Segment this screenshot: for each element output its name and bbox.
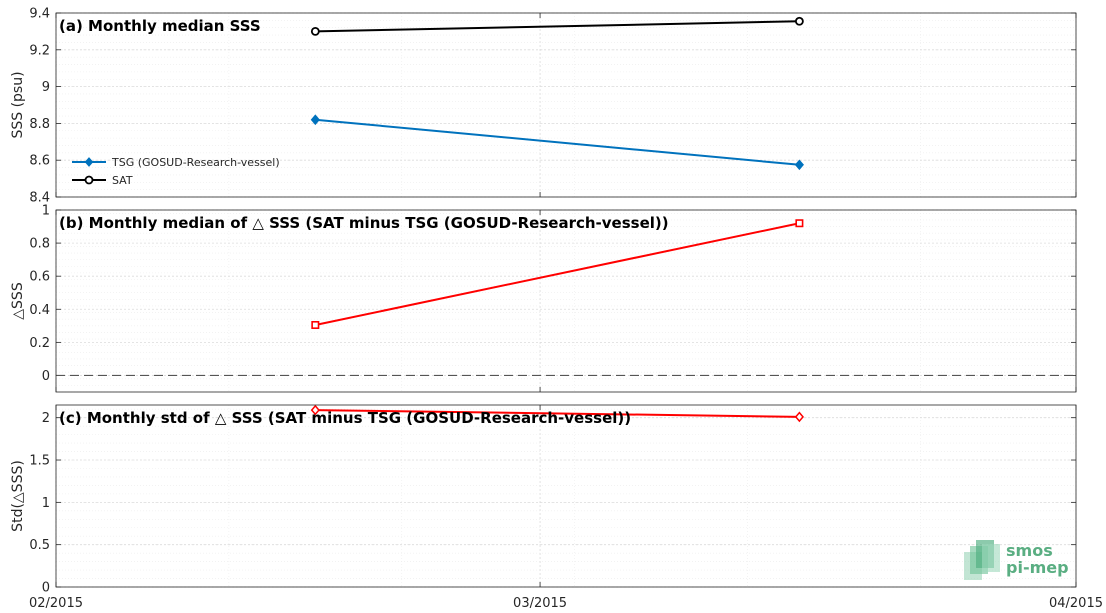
- series-line: [315, 222, 800, 326]
- y-tick-label: 1.5: [29, 454, 50, 469]
- y-tick-label: 0.8: [29, 237, 50, 252]
- x-tick-label: 04/2015: [1049, 596, 1103, 611]
- y-tick-label: 9: [42, 80, 50, 95]
- y-tick-label: 1: [42, 496, 50, 511]
- series-group: [315, 409, 800, 418]
- legend-label: SAT: [112, 174, 133, 187]
- y-tick-label: 0.6: [29, 270, 50, 285]
- logo-mark-icon: [964, 540, 1000, 580]
- y-axis-label: Std(△SSS): [10, 460, 26, 532]
- series-group: [315, 222, 800, 326]
- plot-frame: [55, 209, 1077, 393]
- x-tick-label: 03/2015: [513, 596, 567, 611]
- y-tick-label: 0.5: [29, 538, 50, 553]
- logo-text-line2: pi-mep: [1006, 558, 1069, 577]
- y-axis-label: SSS (psu): [10, 71, 26, 138]
- data-point: [794, 411, 804, 423]
- series-group: [315, 20, 800, 166]
- y-tick-label: 9.4: [29, 7, 50, 22]
- plot-frame: [55, 12, 1077, 198]
- plot-frame: [55, 404, 1077, 588]
- panel-title: (a) Monthly median SSS: [59, 17, 261, 35]
- x-tick-label: 02/2015: [29, 596, 83, 611]
- y-tick-label: 0: [42, 369, 50, 384]
- data-point: [794, 159, 804, 171]
- panel-title: (c) Monthly std of △ SSS (SAT minus TSG …: [59, 409, 631, 427]
- logo-text-line1: smos: [1006, 541, 1053, 560]
- series-line: [315, 20, 800, 33]
- legend-marker: [84, 175, 94, 185]
- legend: TSG (GOSUD-Research-vessel) SAT: [72, 156, 280, 187]
- data-point: [310, 404, 320, 416]
- series-line: [315, 118, 800, 166]
- y-tick-label: 8.8: [29, 117, 50, 132]
- data-point: [310, 26, 320, 36]
- y-tick-label: 1: [42, 204, 50, 219]
- y-tick-label: 0.2: [29, 336, 50, 351]
- y-tick-label: 9.2: [29, 43, 50, 58]
- panel-2: 0 0.2 0.4 0.6 0.8 1 (b) Monthly median of △ SS…: [10, 204, 1077, 393]
- smos-pimep-logo: smos pi-mep: [964, 540, 1069, 580]
- y-tick-label: 8.4: [29, 191, 50, 206]
- legend-label: TSG (GOSUD-Research-vessel): [111, 156, 280, 169]
- legend-marker: [84, 157, 94, 167]
- data-point: [794, 16, 804, 26]
- panel-1: 8.4 8.6 8.8 9 9.2 9.4 (a) Monthly median SSS SS…: [10, 7, 1077, 206]
- panel-3: 0 0.5 1 1.5 2 (c) Monthly std of △ SSS (SAT m…: [10, 404, 1077, 596]
- data-point: [795, 219, 804, 228]
- shared-x-axis: 02/2015 03/2015 04/2015: [29, 596, 1103, 611]
- panel-title: (b) Monthly median of △ SSS (SAT minus T…: [59, 214, 669, 232]
- data-point: [310, 114, 320, 126]
- y-tick-label: 0.4: [29, 303, 50, 318]
- data-point: [311, 320, 320, 329]
- y-tick-label: 8.6: [29, 154, 50, 169]
- y-tick-label: 0: [42, 581, 50, 596]
- series-line: [315, 409, 800, 418]
- panels: 8.4 8.6 8.8 9 9.2 9.4 (a) Monthly median SSS SS…: [10, 7, 1077, 596]
- y-tick-label: 2: [42, 411, 50, 426]
- y-axis-label: △SSS: [10, 282, 26, 320]
